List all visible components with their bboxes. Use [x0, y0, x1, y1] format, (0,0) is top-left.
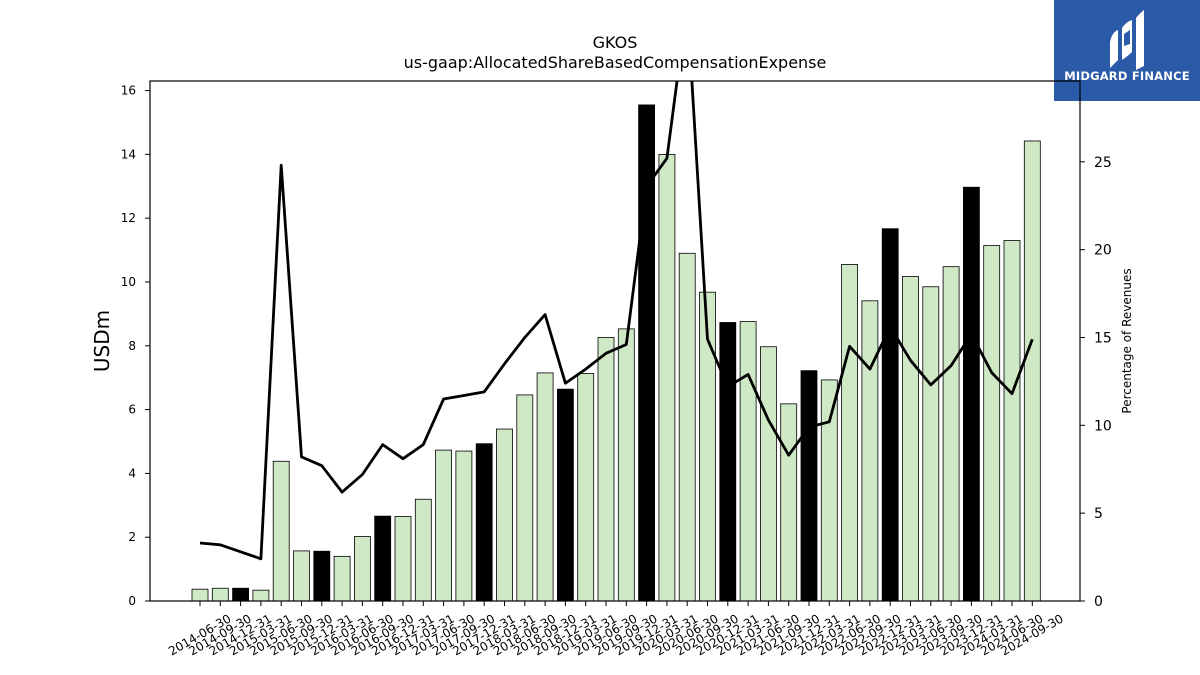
y-tick-label: 4 — [128, 466, 136, 480]
y2-tick-label: 25 — [1094, 155, 1112, 171]
right-axis: 0 5 10 15 20 25 — [1080, 155, 1112, 610]
bar-2023-09-30 — [942, 266, 960, 602]
y-tick-label: 0 — [128, 594, 136, 608]
bar-2014-12-31 — [232, 587, 250, 602]
bar-2020-03-31 — [658, 153, 676, 602]
bar-2017-06-30 — [435, 449, 453, 602]
y-tick-label: 14 — [121, 147, 136, 161]
bar-2017-09-30 — [455, 450, 473, 602]
bar-2018-03-31 — [496, 428, 513, 602]
bar-2016-03-31 — [333, 555, 351, 602]
y2-axis-label: Percentage of Revenues — [1120, 268, 1134, 413]
bar-2015-12-31 — [313, 550, 331, 602]
bar-2021-12-31 — [800, 370, 818, 602]
bar-2024-09-30 — [1023, 140, 1041, 602]
bar-2022-03-31 — [820, 379, 838, 602]
bar-series — [191, 104, 1041, 602]
bar-2022-09-30 — [861, 300, 879, 602]
y-tick-label: 10 — [121, 275, 136, 289]
y-tick-label: 16 — [121, 84, 136, 98]
y2-tick-label: 15 — [1094, 330, 1112, 346]
bar-2014-09-30 — [211, 587, 229, 602]
bar-2019-06-30 — [597, 337, 615, 602]
bar-2019-03-31 — [577, 373, 595, 602]
bar-2024-03-31 — [983, 245, 1001, 602]
y-tick-label: 2 — [128, 530, 136, 544]
bar-2017-03-31 — [414, 498, 432, 602]
chart-title: GKOS — [593, 33, 638, 52]
brand-name: MIDGARD FINANCE — [1064, 69, 1190, 83]
y-tick-label: 6 — [128, 403, 136, 417]
bar-2023-03-31 — [902, 276, 919, 602]
y2-tick-label: 10 — [1094, 418, 1112, 434]
bar-2016-09-30 — [374, 515, 392, 602]
brand-logo: MIDGARD FINANCE — [1054, 0, 1200, 101]
left-axis: 0 2 4 6 8 10 12 14 16 — [121, 84, 150, 608]
bar-2021-09-30 — [780, 403, 798, 602]
bar-2022-06-30 — [841, 264, 858, 602]
bar-2017-12-31 — [475, 443, 493, 602]
midgard-logo-icon — [1110, 10, 1144, 70]
y-axis-label: USDm — [90, 310, 114, 372]
bar-2018-06-30 — [516, 394, 534, 602]
bar-2019-09-30 — [617, 328, 635, 602]
line-series — [199, 81, 1034, 561]
y-tick-label: 12 — [121, 211, 136, 225]
chart-subtitle: us-gaap:AllocatedShareBasedCompensationE… — [404, 53, 827, 72]
bar-2022-12-31 — [881, 228, 899, 602]
bar-2015-03-31 — [252, 589, 270, 602]
bar-2020-06-30 — [678, 252, 696, 602]
y-tick-label: 8 — [128, 339, 136, 353]
bar-2014-06-30 — [191, 588, 209, 602]
y2-tick-label: 5 — [1094, 506, 1103, 522]
x-axis: 2014-06-302014-09-302014-12-312015-03-31… — [166, 601, 1066, 658]
bar-2023-06-30 — [922, 286, 940, 602]
bar-2015-09-30 — [293, 550, 310, 602]
bar-2021-06-30 — [760, 346, 777, 602]
bar-2024-06-30 — [1003, 240, 1021, 602]
y2-tick-label: 20 — [1094, 243, 1112, 259]
bar-2015-06-30 — [272, 460, 290, 602]
percentage-line — [199, 81, 1034, 561]
bar-2018-09-30 — [536, 372, 554, 602]
bar-2016-12-31 — [394, 516, 412, 602]
plot-frame — [149, 80, 1081, 602]
bar-2016-06-30 — [353, 536, 371, 602]
bar-2023-12-31 — [963, 186, 980, 602]
bar-2020-12-31 — [719, 322, 737, 602]
bar-2021-03-31 — [739, 321, 757, 602]
y2-tick-label: 0 — [1094, 594, 1103, 610]
bar-2018-12-31 — [557, 388, 574, 602]
